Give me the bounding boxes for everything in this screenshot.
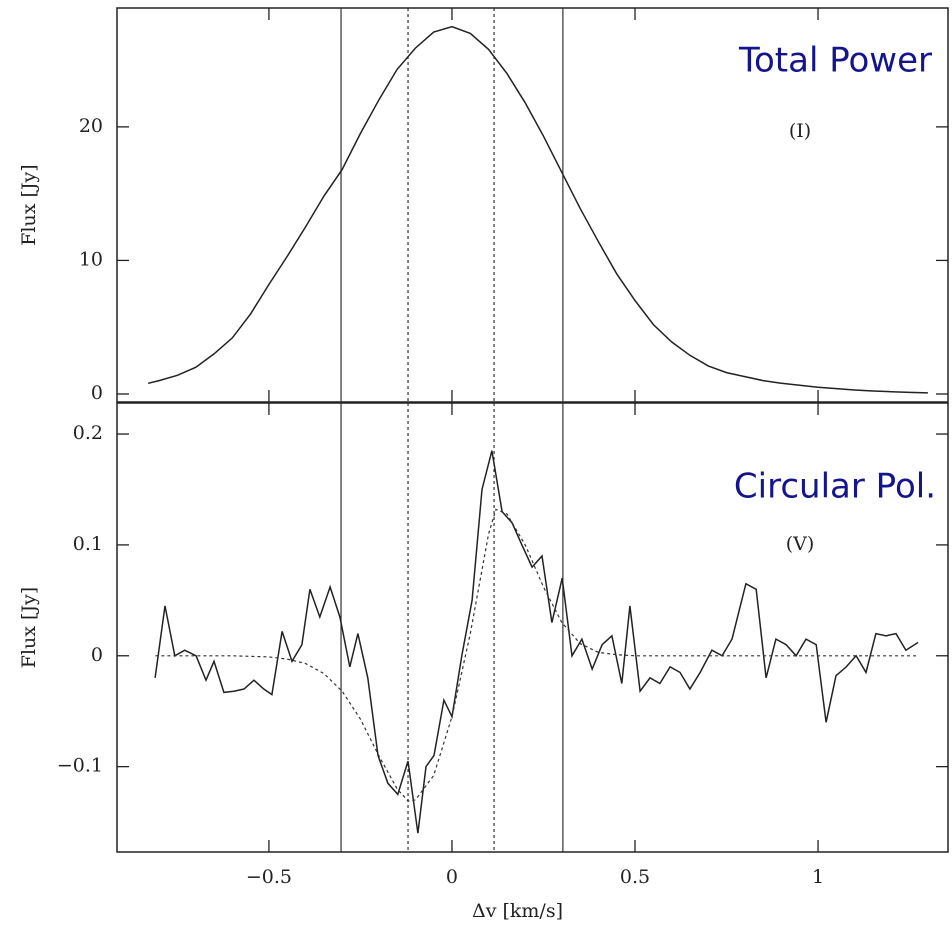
annotation: Circular Pol. [734, 467, 936, 507]
y-tick-label: 20 [79, 115, 103, 137]
x-tick-label: 0.5 [620, 866, 650, 888]
annotation: Total Power [738, 41, 932, 81]
y-tick-label: 0.2 [73, 422, 103, 444]
data-line [154, 450, 919, 834]
plot-frame [116, 402, 949, 853]
x-tick-label: −0.5 [246, 866, 292, 888]
x-axis-label: Δv [km/s] [472, 900, 563, 922]
x-tick-label: 0 [446, 866, 458, 888]
data-line [147, 25, 928, 394]
annotation: (V) [786, 533, 815, 555]
y-tick-label: 0 [91, 382, 103, 404]
y-tick-label: −0.1 [57, 755, 103, 777]
y-tick-label: 0.1 [73, 533, 103, 555]
y-axis-label: Flux [Jy] [18, 164, 40, 245]
data-line [155, 508, 917, 802]
y-axis-label: Flux [Jy] [18, 587, 40, 668]
y-tick-label: 10 [79, 248, 103, 270]
x-tick-label: 1 [812, 866, 824, 888]
y-tick-label: 0 [91, 644, 103, 666]
annotation: (I) [789, 120, 811, 142]
plot-frame [116, 7, 949, 403]
